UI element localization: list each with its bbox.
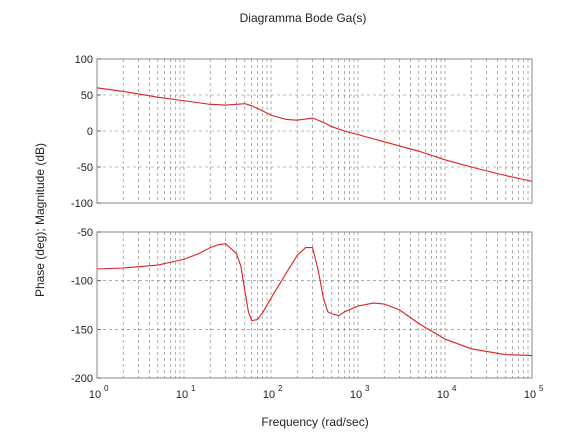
x-tick-exponent: 2 xyxy=(278,384,283,393)
magnitude-ytick-label: 0 xyxy=(87,126,93,138)
phase-ytick-label: -150 xyxy=(71,324,93,336)
phase-ytick-label: -50 xyxy=(77,227,93,239)
x-tick-label: 10 xyxy=(263,389,275,401)
x-tick-label: 10 xyxy=(176,389,188,401)
magnitude-ytick-label: -50 xyxy=(77,162,93,174)
magnitude-ytick-label: 100 xyxy=(75,54,93,66)
x-tick-exponent: 3 xyxy=(365,384,370,393)
magnitude-ytick-label: 50 xyxy=(81,90,93,102)
magnitude-ytick-label: -100 xyxy=(71,198,93,210)
phase-plot: -50 -100 -150 -200 xyxy=(71,227,533,385)
x-tick-label: 10 xyxy=(350,389,362,401)
x-tick-exponent: 0 xyxy=(104,384,109,393)
x-axis-label: Frequency (rad/sec) xyxy=(261,415,368,429)
phase-series-line xyxy=(96,243,533,357)
x-tick-exponent: 4 xyxy=(452,384,457,393)
x-tick-label: 10 xyxy=(437,389,449,401)
magnitude-series-line xyxy=(96,87,533,182)
chart-title: Diagramma Bode Ga(s) xyxy=(240,11,367,25)
y-axis-label: Phase (deg); Magnitude (dB) xyxy=(33,143,47,297)
magnitude-plot: 100 50 0 -50 -100 xyxy=(71,54,533,210)
phase-ytick-label: -100 xyxy=(71,276,93,288)
x-tick-label: 10 xyxy=(524,389,536,401)
phase-ytick-label: -200 xyxy=(71,373,93,385)
x-tick-exponent: 5 xyxy=(539,384,544,393)
x-tick-exponent: 1 xyxy=(191,384,196,393)
x-tick-label: 10 xyxy=(89,389,101,401)
